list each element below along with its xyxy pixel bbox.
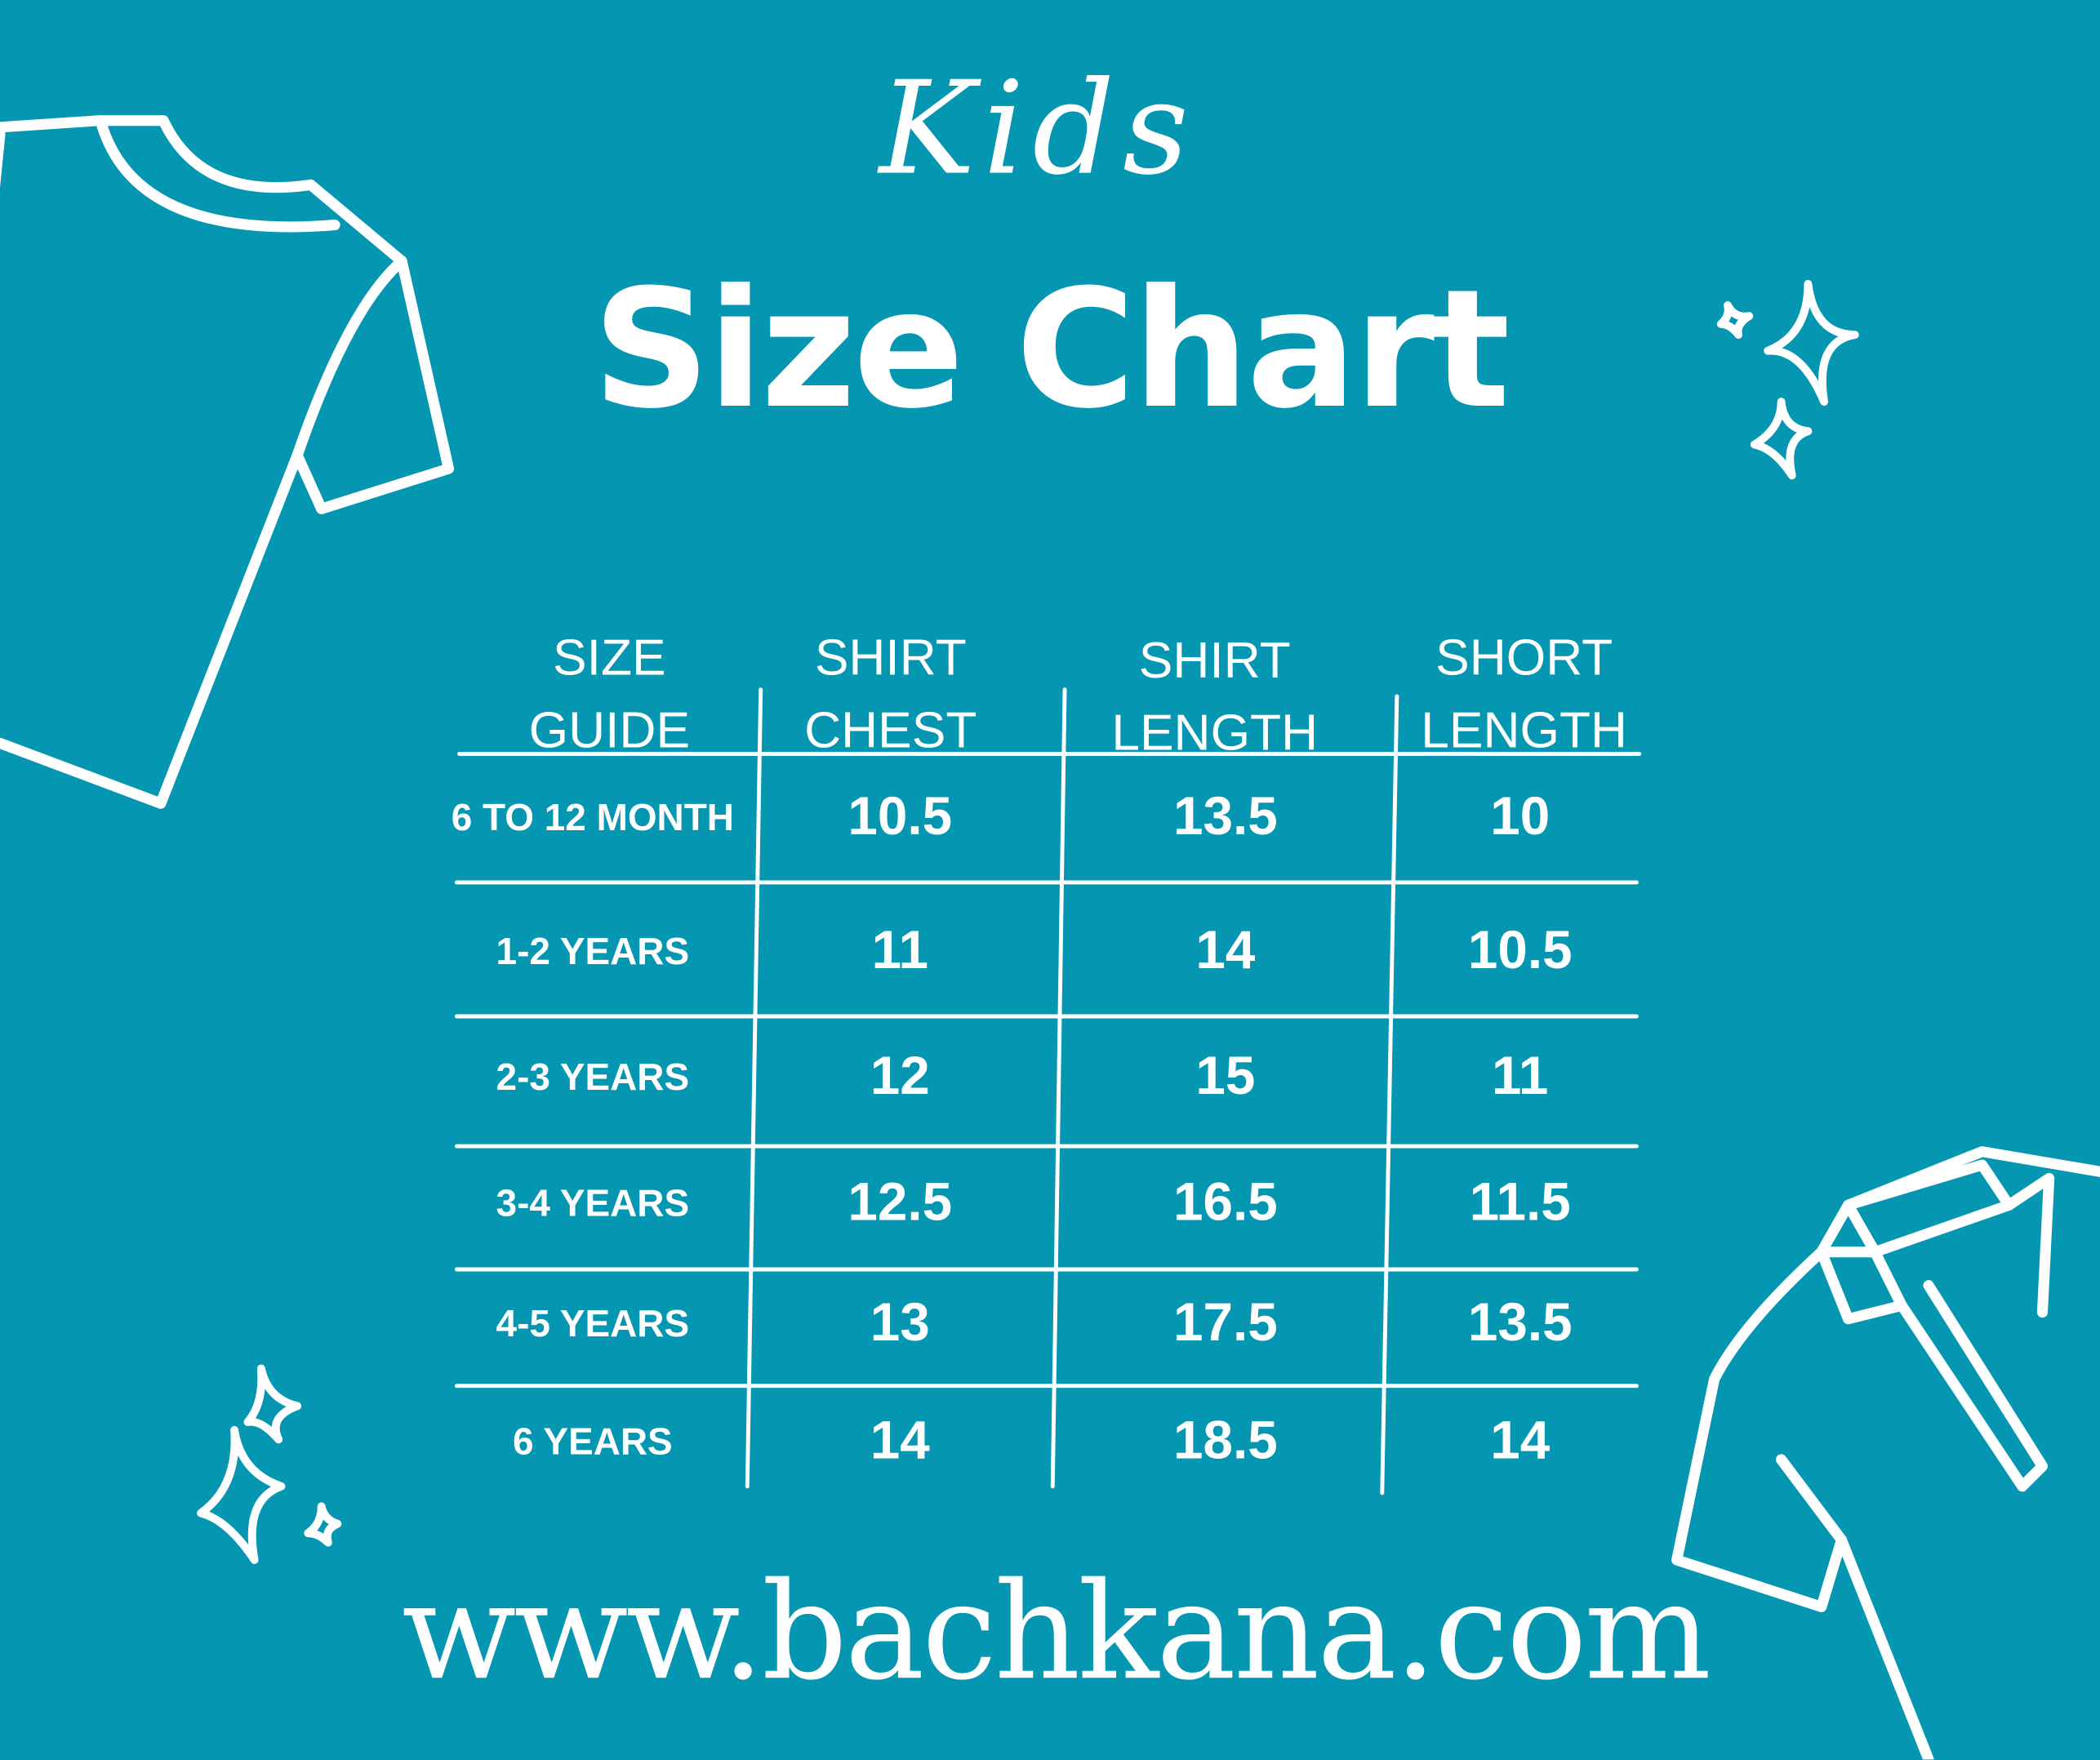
page-title: Size Chart: [592, 254, 1510, 445]
shirt-chest-cell: 10.5: [848, 787, 953, 847]
shirt-length-cell: 13.5: [1173, 787, 1278, 847]
table-grid: [454, 687, 1642, 1496]
tshirt-icon: [0, 115, 455, 809]
kids-script-title: Kids: [879, 53, 1197, 204]
shirt-chest-cell: 12: [870, 1047, 930, 1106]
header-line: CHEST: [804, 703, 977, 760]
shirt-length-cell: 14: [1195, 921, 1256, 980]
short-length-cell: 10: [1490, 787, 1551, 847]
shirt-chest-cell: 11: [871, 921, 928, 980]
shirt-chest-cell: 13: [870, 1293, 930, 1353]
size-cell: 6 YEARS: [512, 1420, 673, 1463]
header-line: SHIRT: [814, 630, 967, 687]
size-cell: 6 TO 12 MONTH: [451, 796, 734, 838]
short-length-cell: 10.5: [1467, 921, 1573, 980]
short-length-cell: 13.5: [1467, 1293, 1573, 1353]
shirt-length-cell: 15: [1195, 1047, 1256, 1106]
shirt-chest-cell: 12.5: [848, 1172, 953, 1233]
size-cell: 1-2 YEARS: [496, 931, 690, 972]
size-cell: 2-3 YEARS: [496, 1056, 690, 1099]
header-line: LENGTH: [1421, 703, 1628, 760]
header-line: GUIDE: [528, 703, 691, 760]
shirt-chest-cell: 14: [870, 1411, 930, 1471]
shirt-length-cell: 17.5: [1173, 1293, 1278, 1353]
header-size-guide: SIZE GUIDE: [475, 623, 743, 767]
header-short-length: SHORT LENGTH: [1390, 623, 1658, 767]
shirt-length-cell: 16.5: [1173, 1172, 1278, 1233]
header-line: SHORT: [1435, 630, 1613, 687]
header-line: SHIRT: [1138, 633, 1291, 690]
sparkle-icon: [197, 279, 1859, 1564]
polo-shirt-icon: [1671, 1146, 2100, 1760]
header-shirt-chest: SHIRT CHEST: [757, 623, 1025, 767]
website-url[interactable]: www.bachkana.com: [402, 1553, 1711, 1710]
header-line: LENGTH: [1111, 705, 1319, 762]
size-cell: 3-4 YEARS: [496, 1182, 690, 1224]
header-line: SIZE: [553, 630, 666, 687]
short-length-cell: 11.5: [1469, 1172, 1571, 1233]
header-shirt-length: SHIRT LENGTH: [1081, 625, 1349, 770]
short-length-cell: 11: [1492, 1047, 1549, 1106]
size-cell: 4-5 YEARS: [496, 1303, 690, 1344]
shirt-length-cell: 18.5: [1173, 1411, 1278, 1471]
short-length-cell: 14: [1490, 1411, 1551, 1471]
